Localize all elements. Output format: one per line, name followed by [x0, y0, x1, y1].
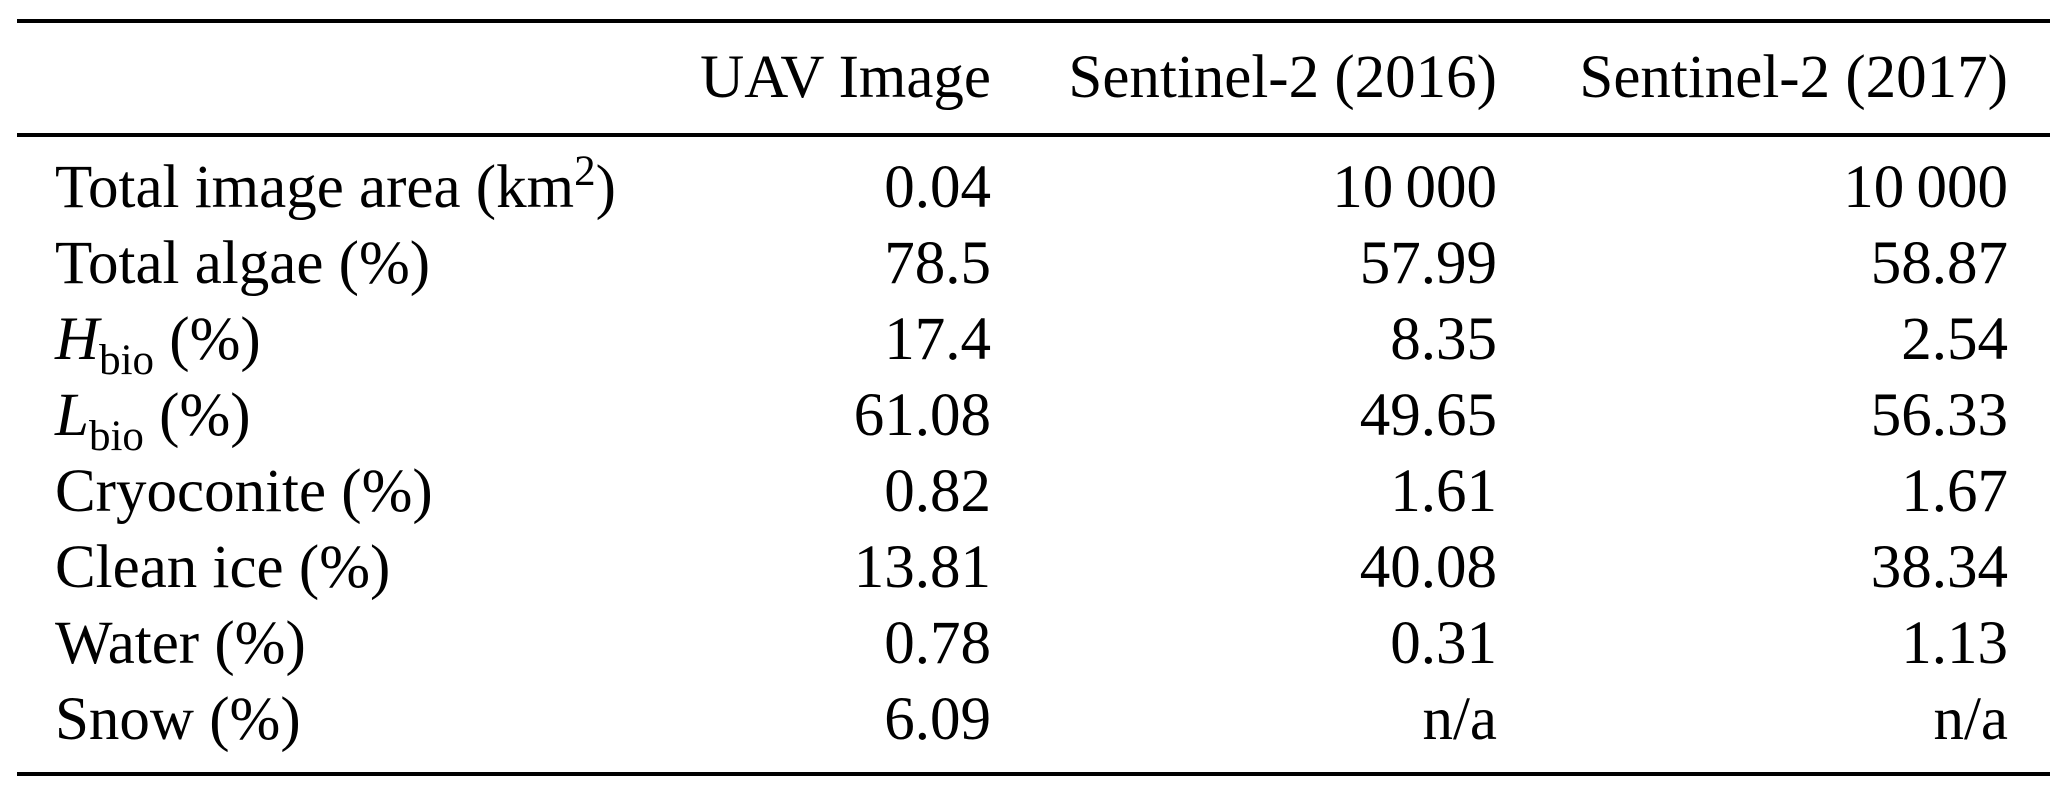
value-cell-s2016: n/a: [1422, 686, 1497, 753]
table-row-total-algae: Total algae (%) 78.5 57.99 58.87: [17, 226, 2050, 302]
table-row-lbio: Lbio (%) 61.08 49.65 56.33: [17, 378, 2050, 460]
corner-cell: [17, 21, 647, 137]
value-cell-uav: 78.5: [884, 230, 991, 297]
column-header-uav-image: UAV Image: [647, 21, 991, 137]
value-cell-s2017: 56.33: [1870, 382, 2008, 449]
value-cell-s2016: 40.08: [1359, 534, 1497, 601]
row-label: Clean ice (%): [55, 534, 391, 601]
value-cell-s2017: 2.54: [1901, 306, 2008, 373]
value-cell-s2016: 10 000: [1332, 154, 1497, 221]
value-cell-uav: 6.09: [884, 686, 991, 753]
row-label: Snow (%): [55, 686, 301, 753]
column-header-sentinel2-2016: Sentinel-2 (2016): [991, 21, 1497, 137]
table-row-cryoconite: Cryoconite (%) 0.82 1.61 1.67: [17, 454, 2050, 530]
row-label: Total image area (km2): [55, 148, 616, 221]
header-row: UAV Image Sentinel-2 (2016) Sentinel-2 (…: [17, 21, 2050, 137]
row-label: Cryoconite (%): [55, 458, 433, 525]
row-label: Water (%): [55, 610, 306, 677]
table-row-hbio: Hbio (%) 17.4 8.35 2.54: [17, 302, 2050, 384]
value-cell-uav: 0.78: [884, 610, 991, 677]
table-row-water: Water (%) 0.78 0.31 1.13: [17, 606, 2050, 682]
table-row-snow: Snow (%) 6.09 n/a n/a: [17, 682, 2050, 774]
value-cell-uav: 13.81: [853, 534, 991, 601]
value-cell-uav: 61.08: [853, 382, 991, 449]
value-cell-s2016: 57.99: [1359, 230, 1497, 297]
value-cell-s2017: 1.67: [1901, 458, 2008, 525]
value-cell-uav: 0.82: [884, 458, 991, 525]
value-cell-s2017: 10 000: [1843, 154, 2008, 221]
value-cell-s2017: 1.13: [1901, 610, 2008, 677]
value-cell-s2017: n/a: [1933, 686, 2008, 753]
value-cell-uav: 0.04: [884, 154, 991, 221]
table-row-total-image-area: Total image area (km2) 0.04 10 000 10 00…: [17, 135, 2050, 226]
value-cell-s2016: 1.61: [1390, 458, 1497, 525]
row-label: Total algae (%): [55, 230, 431, 297]
value-cell-s2016: 49.65: [1359, 382, 1497, 449]
row-label: Lbio (%): [55, 382, 251, 460]
value-cell-s2016: 8.35: [1390, 306, 1497, 373]
column-header-sentinel2-2017: Sentinel-2 (2017): [1497, 21, 2050, 137]
value-cell-uav: 17.4: [884, 306, 991, 373]
value-cell-s2017: 38.34: [1870, 534, 2008, 601]
row-label: Hbio (%): [55, 306, 261, 384]
results-table: UAV Image Sentinel-2 (2016) Sentinel-2 (…: [17, 19, 2050, 776]
value-cell-s2016: 0.31: [1390, 610, 1497, 677]
table-row-clean-ice: Clean ice (%) 13.81 40.08 38.34: [17, 530, 2050, 606]
value-cell-s2017: 58.87: [1870, 230, 2008, 297]
